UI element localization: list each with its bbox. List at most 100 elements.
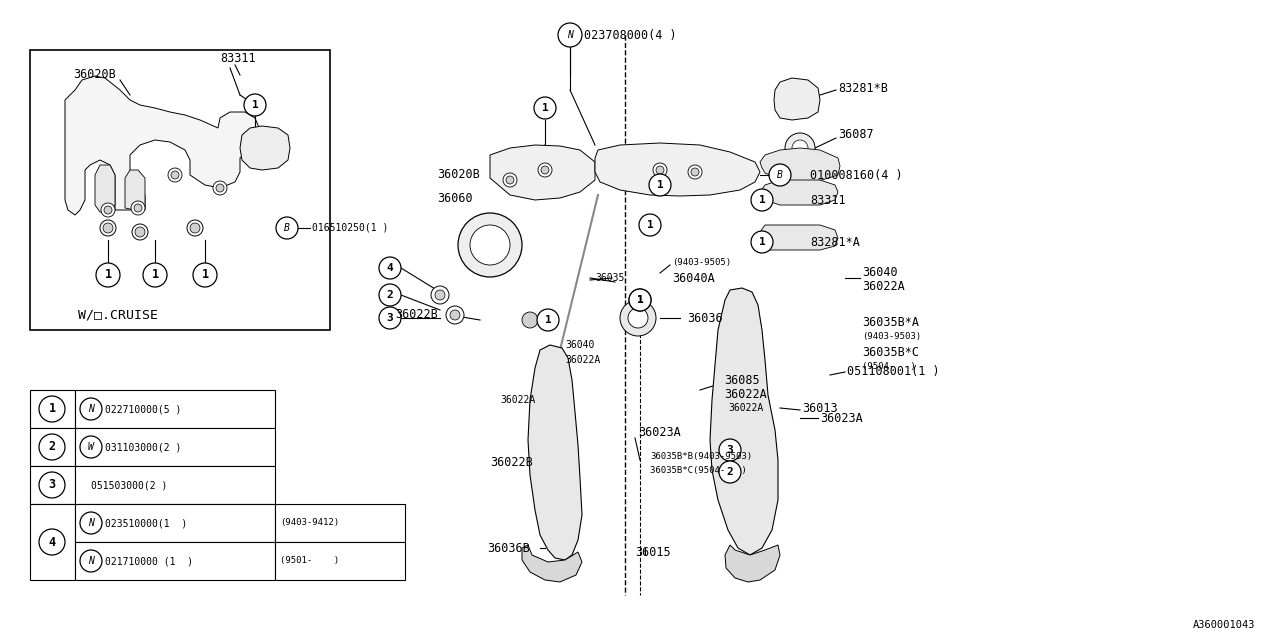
Bar: [275, 542, 404, 580]
Bar: [76, 466, 275, 504]
Text: 36035B*C(9504-   ): 36035B*C(9504- ): [650, 465, 746, 474]
Polygon shape: [710, 288, 778, 555]
Text: 1: 1: [646, 220, 653, 230]
Circle shape: [470, 225, 509, 265]
Text: (9403-9505): (9403-9505): [672, 259, 731, 268]
Text: 83311: 83311: [810, 193, 846, 207]
Text: 36085: 36085: [724, 374, 759, 387]
Circle shape: [79, 512, 102, 534]
Text: 36035B*B(9403-9503): 36035B*B(9403-9503): [650, 451, 753, 461]
Text: 36022A: 36022A: [861, 280, 905, 294]
Text: 83281*A: 83281*A: [810, 236, 860, 248]
Circle shape: [244, 94, 266, 116]
Text: 1: 1: [636, 295, 644, 305]
Text: 2: 2: [727, 467, 733, 477]
Circle shape: [216, 184, 224, 192]
Circle shape: [558, 23, 582, 47]
Circle shape: [100, 220, 116, 236]
Text: W/□.CRUISE: W/□.CRUISE: [78, 308, 157, 321]
Text: 051108001(1 ): 051108001(1 ): [847, 365, 940, 378]
Circle shape: [534, 97, 556, 119]
Text: 4: 4: [49, 536, 55, 548]
Text: 83311: 83311: [220, 51, 256, 65]
Circle shape: [172, 171, 179, 179]
Circle shape: [751, 231, 773, 253]
Circle shape: [445, 306, 465, 324]
Circle shape: [187, 220, 204, 236]
Circle shape: [79, 398, 102, 420]
Bar: [76, 542, 275, 580]
Text: 1: 1: [759, 195, 765, 205]
Circle shape: [134, 227, 145, 237]
Text: 36060: 36060: [436, 191, 472, 205]
Text: (9504-   ): (9504- ): [861, 362, 915, 371]
Text: 36036B: 36036B: [486, 541, 530, 554]
Circle shape: [276, 217, 298, 239]
Circle shape: [379, 307, 401, 329]
Bar: [29, 50, 330, 330]
Text: 36022A: 36022A: [724, 388, 767, 401]
Text: N: N: [88, 518, 93, 528]
Circle shape: [451, 310, 460, 320]
Text: 36015: 36015: [635, 547, 671, 559]
Text: 36040: 36040: [564, 340, 594, 350]
Text: 36023A: 36023A: [820, 412, 863, 424]
Text: 023510000(1  ): 023510000(1 ): [105, 518, 187, 528]
Polygon shape: [724, 545, 780, 582]
Circle shape: [38, 434, 65, 460]
Circle shape: [38, 529, 65, 555]
Circle shape: [104, 206, 113, 214]
Polygon shape: [760, 180, 838, 205]
Circle shape: [538, 163, 552, 177]
Polygon shape: [125, 170, 145, 210]
Bar: [76, 504, 275, 542]
Text: 36022A: 36022A: [564, 355, 600, 365]
Circle shape: [785, 133, 815, 163]
Text: B: B: [777, 170, 783, 180]
Circle shape: [38, 396, 65, 422]
Text: 36035B*A: 36035B*A: [861, 316, 919, 328]
Text: 1: 1: [201, 269, 209, 282]
Text: 36022B: 36022B: [490, 456, 532, 468]
Circle shape: [79, 436, 102, 458]
Text: 36035: 36035: [595, 273, 625, 283]
Text: 36035B*C: 36035B*C: [861, 346, 919, 358]
Text: 3: 3: [387, 313, 393, 323]
Text: (9403-9503): (9403-9503): [861, 333, 922, 342]
Polygon shape: [65, 76, 260, 215]
Circle shape: [522, 312, 538, 328]
Circle shape: [538, 309, 559, 331]
Bar: [29, 466, 76, 504]
Circle shape: [719, 439, 741, 461]
Circle shape: [769, 164, 791, 186]
Text: 010008160(4 ): 010008160(4 ): [810, 168, 902, 182]
Text: 1: 1: [544, 315, 552, 325]
Circle shape: [134, 204, 142, 212]
Text: 36020B: 36020B: [73, 68, 115, 81]
Text: 4: 4: [387, 263, 393, 273]
Text: (9501-    ): (9501- ): [280, 557, 339, 566]
Bar: [76, 390, 275, 428]
Text: 031103000(2 ): 031103000(2 ): [105, 442, 182, 452]
Text: 1: 1: [49, 403, 55, 415]
Text: 1: 1: [759, 237, 765, 247]
Text: 021710000 (1  ): 021710000 (1 ): [105, 556, 193, 566]
Text: 022710000(5 ): 022710000(5 ): [105, 404, 182, 414]
Circle shape: [691, 168, 699, 176]
Circle shape: [431, 286, 449, 304]
Bar: [29, 428, 76, 466]
Text: 1: 1: [252, 100, 259, 110]
Circle shape: [102, 223, 113, 233]
Text: 1: 1: [541, 103, 548, 113]
Circle shape: [751, 189, 773, 211]
Text: 36023A: 36023A: [637, 426, 681, 438]
Text: N: N: [88, 556, 93, 566]
Polygon shape: [522, 545, 582, 582]
Circle shape: [657, 166, 664, 174]
Circle shape: [379, 284, 401, 306]
Polygon shape: [95, 165, 115, 212]
Circle shape: [506, 176, 515, 184]
Circle shape: [628, 308, 648, 328]
Text: 36040: 36040: [861, 266, 897, 278]
Text: 3: 3: [727, 445, 733, 455]
